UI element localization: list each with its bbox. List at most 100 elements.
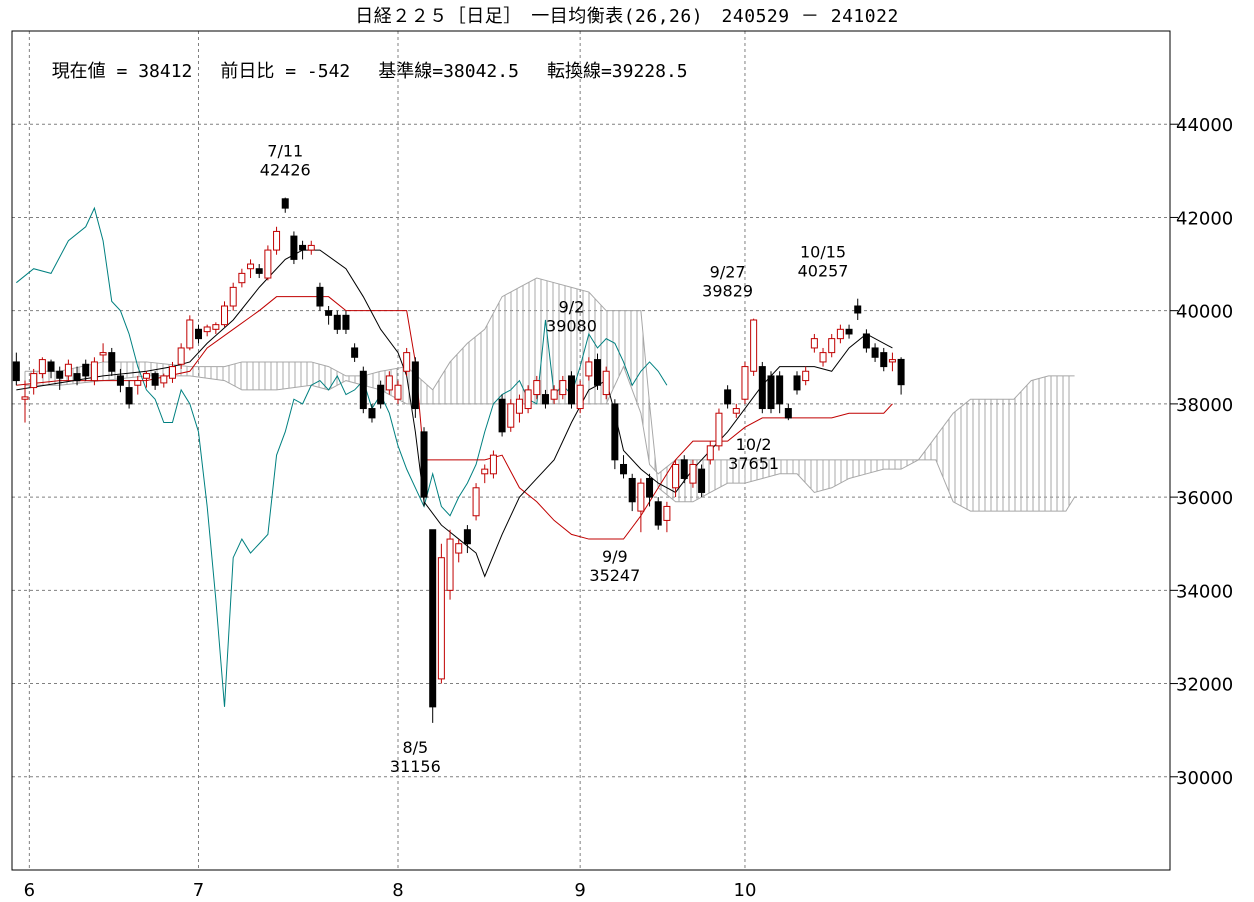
candle bbox=[724, 385, 732, 409]
candle bbox=[264, 245, 272, 281]
candle-body bbox=[333, 314, 341, 330]
annotation-value: 39080 bbox=[546, 317, 597, 336]
candle bbox=[47, 359, 55, 379]
candle bbox=[845, 324, 853, 339]
candle bbox=[637, 478, 645, 533]
candle-body bbox=[897, 358, 905, 386]
candle bbox=[99, 343, 107, 362]
candle bbox=[108, 347, 116, 376]
tenkan-value: 転換線=39228.5 bbox=[546, 61, 688, 82]
candle-body bbox=[194, 328, 202, 340]
candle-body bbox=[151, 373, 159, 386]
candle-body bbox=[533, 380, 541, 396]
candle bbox=[654, 497, 662, 530]
candle-body bbox=[585, 361, 593, 377]
x-tick-label: 7 bbox=[193, 880, 204, 901]
candle-body bbox=[377, 384, 385, 405]
candle bbox=[194, 324, 202, 344]
candle bbox=[810, 333, 818, 353]
candle-body bbox=[524, 389, 532, 410]
candle bbox=[481, 464, 489, 484]
plot-frame bbox=[11, 30, 1171, 871]
candle bbox=[819, 347, 827, 367]
candle-body bbox=[12, 361, 20, 382]
candle bbox=[333, 310, 341, 334]
day-change: 前日比 = -542 bbox=[220, 61, 351, 82]
candle bbox=[351, 343, 359, 362]
candle-body bbox=[420, 431, 428, 498]
candle bbox=[507, 399, 515, 432]
candle-body bbox=[38, 359, 46, 375]
annotation-value: 40257 bbox=[798, 262, 849, 281]
candle-body bbox=[238, 272, 246, 284]
candle bbox=[368, 403, 376, 423]
candle bbox=[463, 525, 471, 554]
annotation-value: 31156 bbox=[390, 757, 441, 776]
ichimoku-cloud bbox=[24, 277, 1076, 512]
candle-body bbox=[21, 396, 29, 400]
x-tick-label: 8 bbox=[392, 880, 403, 901]
candle-body bbox=[229, 286, 237, 307]
annotation-value: 42426 bbox=[260, 161, 311, 180]
candle bbox=[359, 366, 367, 414]
candle bbox=[342, 310, 350, 334]
candle-body bbox=[732, 408, 740, 414]
candle bbox=[212, 322, 220, 334]
axes: 44000 42000 40000 38000 36000 34000 32000 30000… bbox=[11, 30, 1233, 901]
kijun-line bbox=[16, 296, 893, 540]
candle bbox=[134, 375, 142, 395]
candle-body bbox=[819, 352, 827, 363]
candle bbox=[56, 366, 64, 390]
candle-body bbox=[30, 373, 38, 389]
candle bbox=[229, 282, 237, 311]
candle-body bbox=[73, 373, 81, 382]
candle bbox=[880, 347, 888, 372]
candle-body bbox=[498, 398, 506, 433]
candle bbox=[160, 373, 168, 388]
candle bbox=[567, 371, 575, 409]
candle bbox=[741, 361, 749, 404]
candle bbox=[21, 380, 29, 423]
candle bbox=[203, 324, 211, 337]
candle bbox=[871, 343, 879, 362]
candle bbox=[429, 529, 437, 723]
candle bbox=[90, 357, 98, 386]
chikou-span-line bbox=[16, 206, 668, 707]
candle-body bbox=[411, 361, 419, 410]
annotation-date: 9/2 bbox=[559, 298, 585, 317]
candle-body bbox=[247, 263, 255, 270]
candle bbox=[715, 408, 723, 451]
candle-body bbox=[611, 403, 619, 461]
candle-body bbox=[368, 408, 376, 419]
candle-body bbox=[82, 363, 90, 377]
candle-body bbox=[767, 375, 775, 410]
candle bbox=[247, 259, 255, 279]
candle bbox=[64, 359, 72, 381]
candle-body bbox=[142, 373, 150, 379]
y-tick-label: 34000 bbox=[1176, 581, 1233, 602]
candle-body bbox=[134, 380, 142, 386]
candle bbox=[897, 357, 905, 395]
candle-body bbox=[489, 454, 497, 475]
y-tick-label: 44000 bbox=[1176, 115, 1233, 136]
candle-body bbox=[559, 380, 567, 396]
candle-body bbox=[429, 529, 437, 708]
candle-body bbox=[273, 230, 281, 251]
candle bbox=[177, 343, 185, 369]
candle bbox=[776, 371, 784, 414]
candle bbox=[611, 399, 619, 470]
candle-body bbox=[299, 244, 307, 251]
candle bbox=[680, 455, 688, 484]
candle-body bbox=[854, 305, 862, 314]
candle-body bbox=[594, 359, 602, 386]
candle-body bbox=[385, 375, 393, 391]
candle-body bbox=[515, 398, 523, 414]
grid-lines bbox=[12, 31, 1170, 870]
candle bbox=[489, 450, 497, 479]
candle-body bbox=[715, 412, 723, 447]
y-tick-label: 30000 bbox=[1176, 768, 1233, 789]
candle bbox=[862, 329, 870, 353]
candle-body bbox=[888, 359, 896, 363]
